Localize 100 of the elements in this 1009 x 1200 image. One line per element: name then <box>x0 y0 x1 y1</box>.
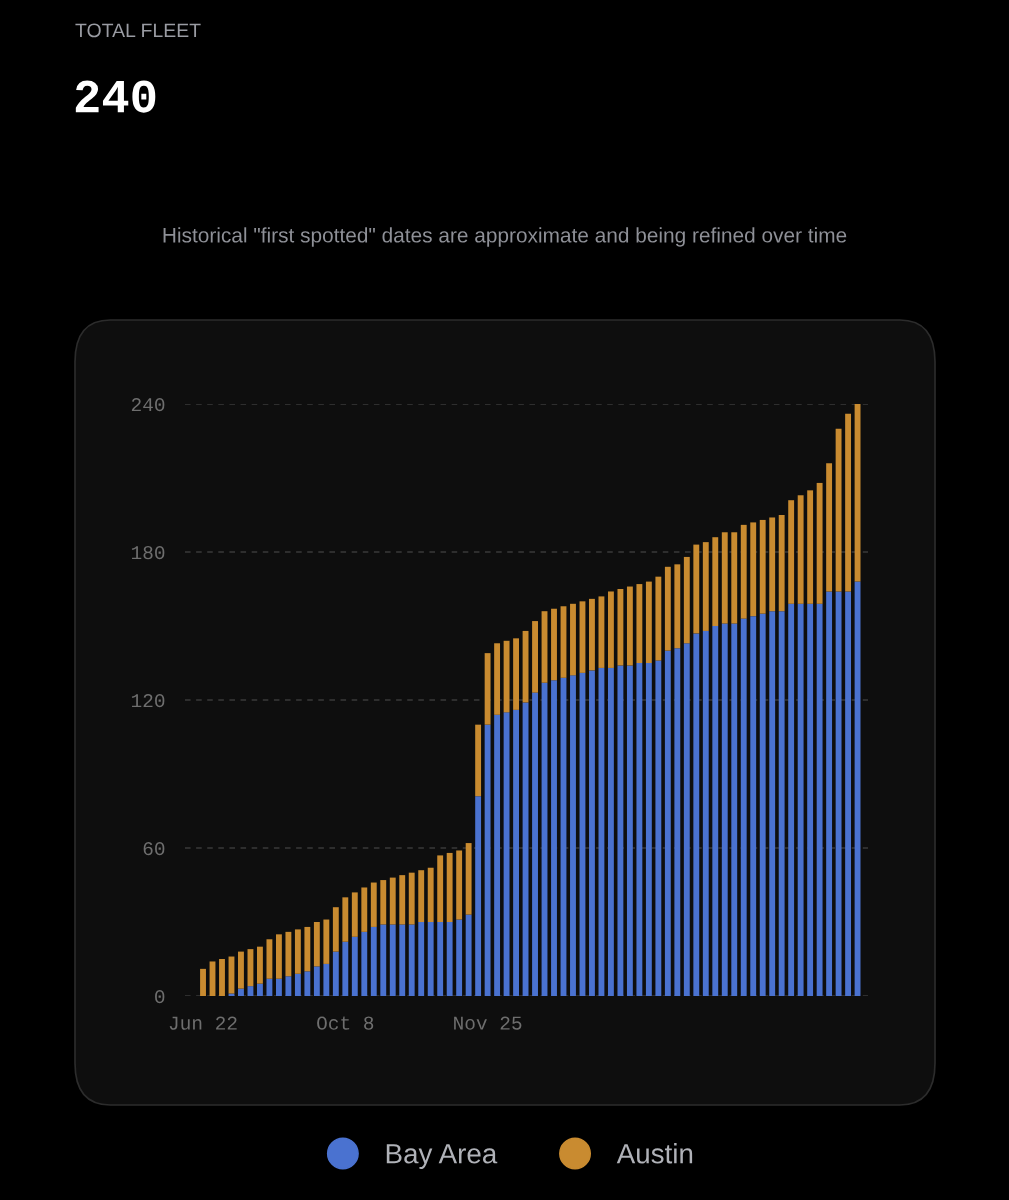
bar <box>351 936 358 996</box>
bar <box>351 892 358 937</box>
bar <box>266 978 273 996</box>
bar <box>617 665 624 996</box>
bar <box>721 623 728 996</box>
bar <box>361 887 368 932</box>
bar <box>816 482 823 604</box>
bar <box>598 596 605 668</box>
bar <box>816 603 823 996</box>
bar <box>797 495 804 604</box>
bar <box>778 611 785 996</box>
bar <box>446 922 453 996</box>
y-tick-label: 120 <box>131 694 165 708</box>
bar <box>769 517 776 612</box>
bar <box>266 939 273 979</box>
bar <box>465 914 472 996</box>
bar <box>683 643 690 996</box>
bar <box>389 877 396 925</box>
bar <box>845 591 852 996</box>
bar <box>437 922 444 996</box>
bar <box>446 852 453 922</box>
bar <box>826 463 833 592</box>
bar <box>238 951 244 989</box>
bar <box>636 584 643 663</box>
y-tick-label: 240 <box>131 398 165 412</box>
bar <box>845 413 852 592</box>
bar <box>332 951 339 996</box>
bar <box>342 897 349 942</box>
chart-title: TOTAL FLEET <box>75 23 201 38</box>
bar <box>342 941 349 996</box>
bar <box>219 959 225 996</box>
bar <box>313 966 320 996</box>
bar <box>693 544 700 634</box>
bar <box>645 581 652 663</box>
bar <box>370 882 377 927</box>
bar <box>731 532 738 624</box>
bar <box>807 490 814 604</box>
bar <box>275 978 282 996</box>
bar <box>427 922 434 996</box>
bar <box>323 919 330 964</box>
legend-label: Austin <box>616 1143 693 1164</box>
bar <box>759 519 766 614</box>
bar <box>332 907 339 952</box>
bar <box>304 971 311 996</box>
bar <box>275 934 282 979</box>
bar <box>759 613 766 996</box>
bar <box>399 924 406 996</box>
text: Historical "first spotted" dates are approximate and being refined over time <box>163 227 847 247</box>
bar <box>257 983 263 996</box>
bar <box>465 843 472 915</box>
bar <box>826 591 833 996</box>
bar <box>636 663 643 996</box>
bar <box>361 931 368 996</box>
bar <box>797 603 804 996</box>
bar <box>494 643 501 715</box>
y-tick-label: 0 <box>155 990 165 1004</box>
bar <box>854 581 861 996</box>
legend-label: Bay Area <box>386 1144 498 1169</box>
bar <box>617 589 624 666</box>
bar <box>370 926 377 996</box>
bar <box>607 591 614 668</box>
bar <box>494 714 501 996</box>
bar <box>674 648 681 996</box>
bar <box>731 623 738 996</box>
bar <box>380 880 387 925</box>
bar <box>626 586 633 666</box>
bar <box>607 667 614 996</box>
bar <box>238 988 244 996</box>
bar <box>484 653 491 725</box>
bar <box>418 870 425 922</box>
bar <box>285 931 292 977</box>
bar <box>674 564 681 649</box>
bar <box>854 404 861 582</box>
x-tick-label: Jun 22 <box>169 1016 237 1030</box>
bar <box>532 621 538 693</box>
bar <box>788 500 795 604</box>
bar <box>589 598 595 671</box>
bar <box>503 712 510 996</box>
bar <box>380 924 387 996</box>
bar <box>456 850 463 920</box>
bar <box>408 872 415 925</box>
bar <box>835 428 842 592</box>
bar <box>389 924 396 996</box>
bar <box>437 855 444 922</box>
bar <box>475 796 482 996</box>
bar <box>313 922 320 967</box>
bar <box>399 875 406 925</box>
bar <box>408 924 415 996</box>
bar <box>664 650 671 996</box>
bar <box>626 665 633 996</box>
bar <box>294 929 301 974</box>
bar <box>532 692 538 996</box>
x-tick-label: Nov 25 <box>454 1016 522 1030</box>
bar <box>664 566 671 651</box>
bar <box>200 968 206 996</box>
bar <box>570 603 576 676</box>
x-tick-label: Oct 8 <box>317 1016 374 1030</box>
bar <box>645 663 652 996</box>
bar <box>418 922 425 996</box>
bar <box>750 616 757 996</box>
